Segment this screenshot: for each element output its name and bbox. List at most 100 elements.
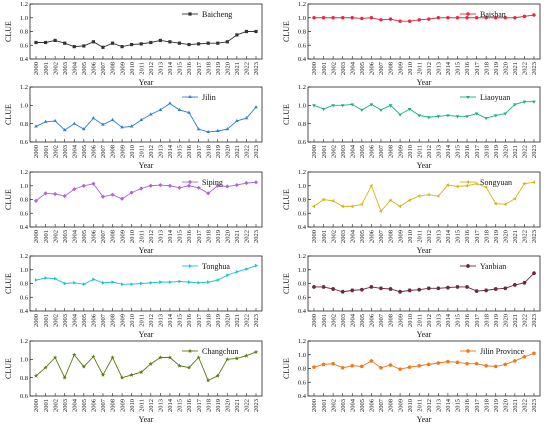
x-tick-label: 2016	[464, 313, 471, 327]
data-point	[130, 42, 134, 47]
data-point	[234, 182, 239, 188]
data-point	[129, 124, 134, 128]
x-tick-label: 2015	[177, 145, 184, 158]
x-tick-label: 2009	[119, 62, 126, 75]
x-tick-label: 2020	[503, 399, 510, 412]
x-tick-label: 2005	[359, 62, 366, 75]
data-point	[53, 118, 57, 122]
x-tick-label: 2001	[321, 399, 328, 412]
x-tick-label: 2001	[321, 230, 328, 243]
data-point	[398, 367, 403, 371]
y-tick-label: 0.6	[20, 210, 29, 217]
y-tick-label: 0.8	[20, 375, 28, 382]
x-axis-title: Year	[139, 78, 154, 87]
x-tick-label: 2003	[62, 62, 69, 75]
data-point	[82, 282, 86, 287]
series-line	[314, 272, 535, 293]
data-point	[110, 117, 115, 122]
x-tick-label: 2015	[455, 399, 462, 412]
y-tick-label: 0.6	[298, 210, 307, 217]
y-tick-label: 1.2	[298, 253, 306, 260]
x-tick-label: 2020	[225, 62, 232, 75]
x-tick-label: 2009	[397, 145, 404, 158]
x-tick-label: 2004	[71, 229, 78, 243]
x-tick-label: 2009	[119, 230, 126, 243]
x-tick-label: 2012	[426, 230, 433, 243]
x-tick-label: 2023	[531, 230, 538, 243]
y-tick-label: 0.6	[298, 139, 307, 146]
data-point	[206, 41, 210, 45]
x-tick-label: 2017	[196, 61, 203, 75]
x-tick-label: 2022	[522, 62, 529, 75]
data-point	[398, 113, 402, 117]
y-tick-label: 1.2	[298, 1, 306, 8]
x-tick-label: 2021	[234, 230, 241, 243]
legend-marker	[466, 12, 470, 16]
legend-label: Jilin	[202, 93, 216, 102]
legend-marker	[188, 94, 192, 99]
x-tick-label: 2021	[234, 62, 241, 75]
y-axis-title: CLUE	[4, 104, 13, 125]
data-point	[235, 269, 239, 274]
x-tick-label: 2017	[196, 313, 203, 327]
data-point	[398, 19, 402, 23]
y-axis-title: CLUE	[4, 358, 13, 379]
data-point	[54, 276, 58, 281]
x-tick-label: 2018	[483, 145, 490, 158]
plot-frame	[29, 86, 263, 143]
data-point	[187, 42, 191, 47]
data-point	[226, 273, 230, 278]
x-tick-label: 2018	[483, 62, 490, 75]
data-point	[254, 29, 258, 34]
data-point	[503, 112, 508, 116]
data-point	[148, 183, 153, 188]
x-axis-title: Year	[139, 161, 154, 170]
data-point	[187, 280, 192, 284]
data-point	[493, 114, 498, 118]
data-point	[62, 127, 67, 132]
x-tick-label: 2013	[158, 399, 165, 412]
x-tick-label: 2002	[330, 230, 337, 243]
x-tick-label: 2023	[531, 62, 538, 75]
data-point	[186, 183, 192, 188]
x-tick-label: 2020	[503, 230, 510, 243]
x-tick-label: 2005	[81, 314, 88, 327]
series-line	[35, 102, 257, 133]
data-point	[139, 186, 144, 191]
data-point	[43, 365, 48, 370]
panel-jilin: 0.6 0.8 1.0 1.2 CLUE 2000 2001 2002 2003 2004 2005…	[4, 84, 263, 170]
x-tick-label: 2008	[110, 314, 117, 327]
x-tick-label: 2005	[359, 230, 366, 243]
x-tick-label: 2006	[369, 313, 376, 327]
data-point	[177, 107, 182, 111]
y-tick-label: 0.8	[298, 29, 306, 36]
x-tick-label: 2010	[407, 399, 414, 412]
x-tick-label: 2023	[253, 399, 260, 412]
legend-marker	[466, 95, 470, 100]
data-point	[532, 351, 536, 356]
data-point	[388, 17, 393, 21]
x-tick-label: 2005	[81, 62, 88, 75]
data-point	[312, 365, 316, 369]
x-tick-label: 2008	[388, 62, 395, 75]
x-tick-label: 2001	[43, 314, 50, 327]
x-tick-label: 2001	[43, 399, 50, 412]
x-tick-label: 2019	[493, 145, 500, 158]
x-tick-label: 2004	[71, 398, 78, 412]
x-tick-label: 2010	[129, 145, 136, 158]
x-tick-label: 2011	[138, 314, 145, 327]
x-tick-label: 2003	[62, 145, 69, 158]
data-point	[321, 197, 325, 202]
x-tick-label: 2013	[158, 230, 165, 243]
x-tick-label: 2008	[388, 399, 395, 412]
x-tick-label: 2011	[416, 145, 423, 158]
x-tick-label: 2020	[503, 62, 510, 75]
x-tick-label: 2000	[33, 145, 40, 158]
data-point	[253, 180, 259, 185]
data-point	[149, 280, 153, 285]
data-point	[53, 38, 57, 43]
x-tick-label: 2011	[416, 62, 423, 75]
y-tick-label: 1.2	[298, 338, 306, 345]
data-point	[369, 103, 374, 107]
